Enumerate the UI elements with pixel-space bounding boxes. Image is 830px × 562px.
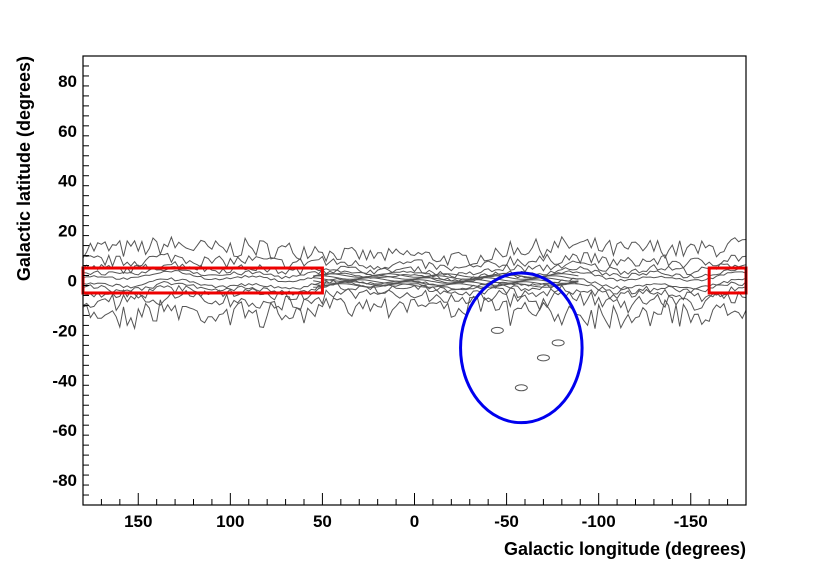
contour-core-line (313, 273, 579, 278)
contour-line-level-1-south (82, 295, 747, 331)
x-axis: 150 100 50 0 -50 -100 -150 (82, 493, 747, 531)
x-tick-label: -150 (674, 512, 708, 531)
x-tick-label: 0 (410, 512, 419, 531)
y-tick-label: 0 (68, 272, 77, 291)
y-tick-label: 20 (58, 222, 77, 241)
contour-line-level-4-south (82, 279, 747, 296)
plot-frame (82, 55, 747, 506)
x-tick-label: 100 (216, 512, 244, 531)
contour-cloud (536, 354, 550, 362)
contour-core-line (313, 275, 579, 280)
contour-cloud (490, 326, 504, 334)
contour-line-level-2-south (82, 288, 747, 315)
x-tick-label: -50 (494, 512, 519, 531)
x-tick-label: 50 (313, 512, 332, 531)
contour-core-line (313, 279, 579, 284)
contour-line-level-1-north (82, 235, 747, 267)
contour-cloud (551, 339, 565, 347)
y-tick-label: 40 (58, 172, 77, 191)
y-tick-label: 60 (58, 122, 77, 141)
y-axis-title: Galactic latitude (degrees) (14, 56, 34, 281)
contour-cloud (514, 384, 528, 392)
y-tick-label: -80 (52, 471, 77, 490)
x-tick-label: -100 (582, 512, 616, 531)
contour-line-level-2-north (82, 252, 747, 272)
contour-layer (82, 235, 747, 392)
region-ellipse (459, 271, 584, 425)
y-tick-label: -60 (52, 421, 77, 440)
contour-line-level-4-north (82, 266, 747, 282)
x-axis-title: Galactic longitude (degrees) (504, 539, 746, 559)
contour-line-level-5-north (82, 269, 747, 284)
y-axis: 80 60 40 20 0 -20 -40 -60 -80 (52, 55, 89, 506)
y-tick-label: 80 (58, 72, 77, 91)
y-tick-label: -20 (52, 321, 77, 340)
region-box-1 (81, 266, 324, 295)
x-tick-label: 150 (124, 512, 152, 531)
contour-line-level-5-south (82, 277, 747, 291)
y-tick-label: -40 (52, 371, 77, 390)
contour-core-line (313, 281, 579, 286)
